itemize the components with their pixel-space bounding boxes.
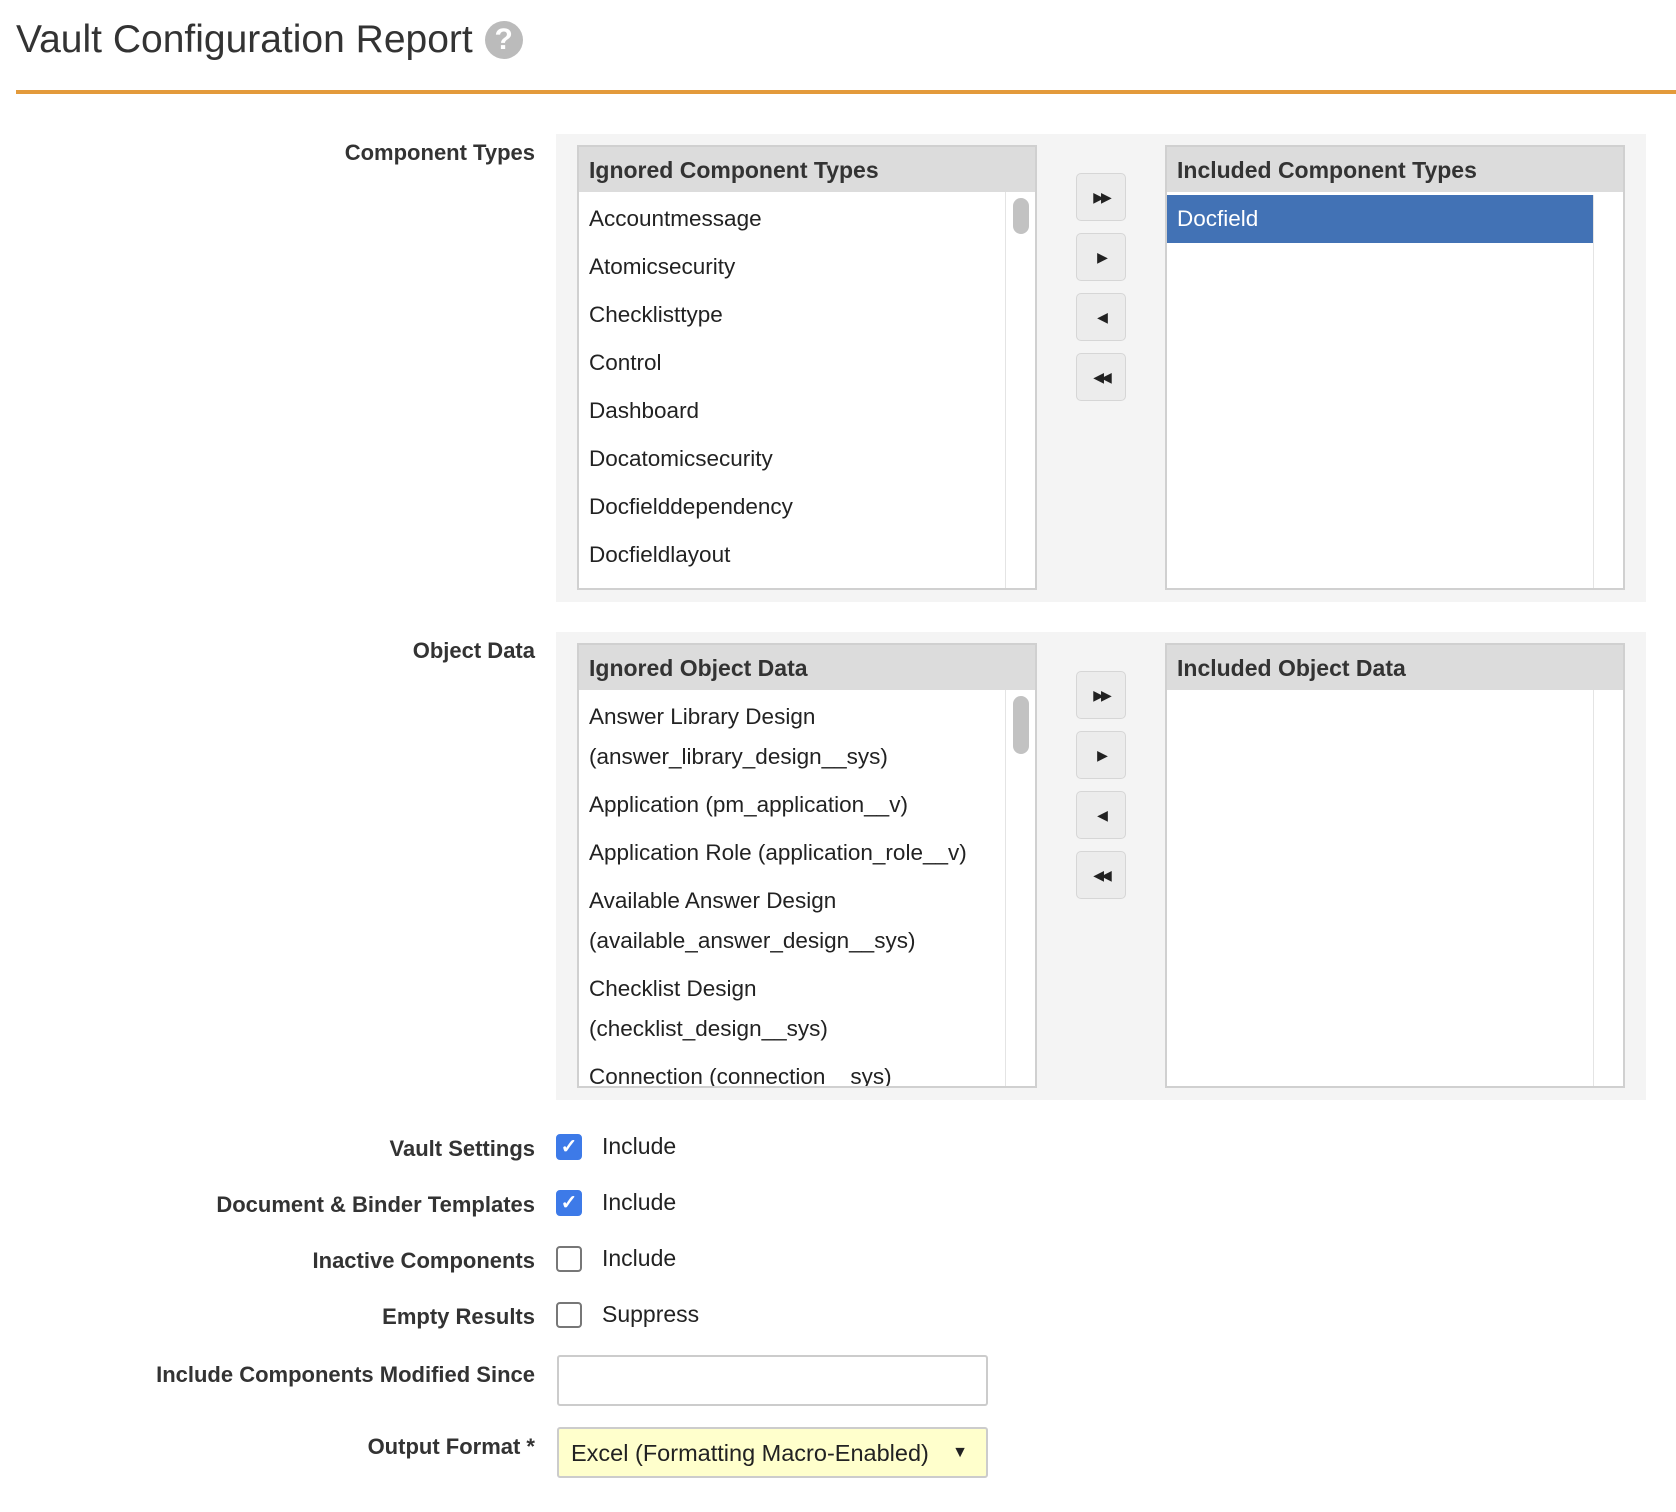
- output-format-value: Excel (Formatting Macro-Enabled): [571, 1440, 929, 1466]
- scrollbar[interactable]: [1593, 195, 1623, 588]
- checkbox-label: Include: [602, 1133, 677, 1159]
- add-all-button[interactable]: ▶▶: [1076, 671, 1126, 719]
- list-item[interactable]: Atomicsecurity: [589, 254, 736, 279]
- list-header: Included Component Types: [1167, 147, 1623, 192]
- list-item[interactable]: Application (pm_application__v): [589, 792, 908, 817]
- templates-label: Document & Binder Templates: [216, 1192, 535, 1217]
- modified-since-input[interactable]: [557, 1355, 988, 1406]
- help-icon[interactable]: ?: [484, 21, 523, 59]
- checkbox-label: Include: [602, 1189, 677, 1215]
- list-item[interactable]: Checklist Design (checklist_design__sys): [589, 976, 828, 1041]
- component-types-label: Component Types: [344, 140, 535, 165]
- remove-all-button[interactable]: ◀◀: [1076, 851, 1126, 899]
- list-item[interactable]: Docfieldlayout: [589, 542, 731, 567]
- list-item[interactable]: Dashboard: [589, 398, 700, 423]
- remove-button[interactable]: ◀: [1076, 791, 1126, 839]
- list-header: Ignored Component Types: [579, 147, 1035, 192]
- scrollbar-thumb[interactable]: [1013, 198, 1029, 234]
- object-data-label: Object Data: [412, 638, 535, 663]
- list-item[interactable]: Accountmessage: [589, 206, 762, 231]
- list-item[interactable]: Answer Library Design (answer_library_de…: [589, 704, 888, 769]
- inactive-components-label: Inactive Components: [312, 1248, 535, 1273]
- add-all-button[interactable]: ▶▶: [1076, 173, 1126, 221]
- list-item[interactable]: Docfielddependency: [589, 494, 793, 519]
- output-format-select[interactable]: Excel (Formatting Macro-Enabled) ▼: [557, 1427, 988, 1478]
- checkbox-label: Include: [602, 1245, 677, 1271]
- chevron-down-icon: ▼: [952, 1444, 968, 1461]
- vault-settings-label: Vault Settings: [389, 1136, 535, 1161]
- list-header: Included Object Data: [1167, 645, 1623, 690]
- inactive-components-checkbox[interactable]: [556, 1245, 582, 1272]
- empty-results-checkbox[interactable]: [556, 1301, 582, 1328]
- list-item[interactable]: Application Role (application_role__v): [589, 840, 967, 865]
- included-component-types-list[interactable]: Included Component Types Docfield: [1165, 145, 1625, 590]
- ignored-component-types-list[interactable]: Ignored Component Types Accountmessage A…: [577, 145, 1037, 590]
- scrollbar-thumb[interactable]: [1013, 696, 1029, 754]
- scrollbar[interactable]: [1005, 690, 1035, 1086]
- component-types-picker: Ignored Component Types Accountmessage A…: [556, 134, 1646, 602]
- page-title: Vault Configuration Report?: [16, 18, 523, 62]
- remove-all-button[interactable]: ◀◀: [1076, 353, 1126, 401]
- list-header: Ignored Object Data: [579, 645, 1035, 690]
- add-button[interactable]: ▶: [1076, 233, 1126, 281]
- list-item[interactable]: Control: [589, 350, 662, 375]
- list-item[interactable]: Docatomicsecurity: [589, 446, 773, 471]
- included-object-data-list[interactable]: Included Object Data: [1165, 643, 1625, 1088]
- list-item[interactable]: Available Answer Design (available_answe…: [589, 888, 916, 953]
- checkbox-label: Suppress: [602, 1301, 700, 1327]
- add-button[interactable]: ▶: [1076, 731, 1126, 779]
- list-item-selected[interactable]: Docfield: [1167, 195, 1593, 243]
- vault-settings-checkbox[interactable]: ✓: [556, 1133, 582, 1160]
- templates-checkbox[interactable]: ✓: [556, 1189, 582, 1216]
- ignored-object-data-list[interactable]: Ignored Object Data Answer Library Desig…: [577, 643, 1037, 1088]
- scrollbar[interactable]: [1005, 192, 1035, 588]
- object-data-picker: Ignored Object Data Answer Library Desig…: [556, 632, 1646, 1100]
- title-divider: [16, 90, 1676, 94]
- modified-since-label: Include Components Modified Since: [156, 1362, 535, 1387]
- output-format-label: Output Format *: [367, 1434, 535, 1459]
- page-title-text: Vault Configuration Report: [16, 18, 473, 61]
- empty-results-label: Empty Results: [382, 1304, 535, 1329]
- list-item[interactable]: Connection (connection__sys): [589, 1064, 892, 1088]
- scrollbar[interactable]: [1593, 690, 1623, 1086]
- remove-button[interactable]: ◀: [1076, 293, 1126, 341]
- list-item[interactable]: Checklisttype: [589, 302, 723, 327]
